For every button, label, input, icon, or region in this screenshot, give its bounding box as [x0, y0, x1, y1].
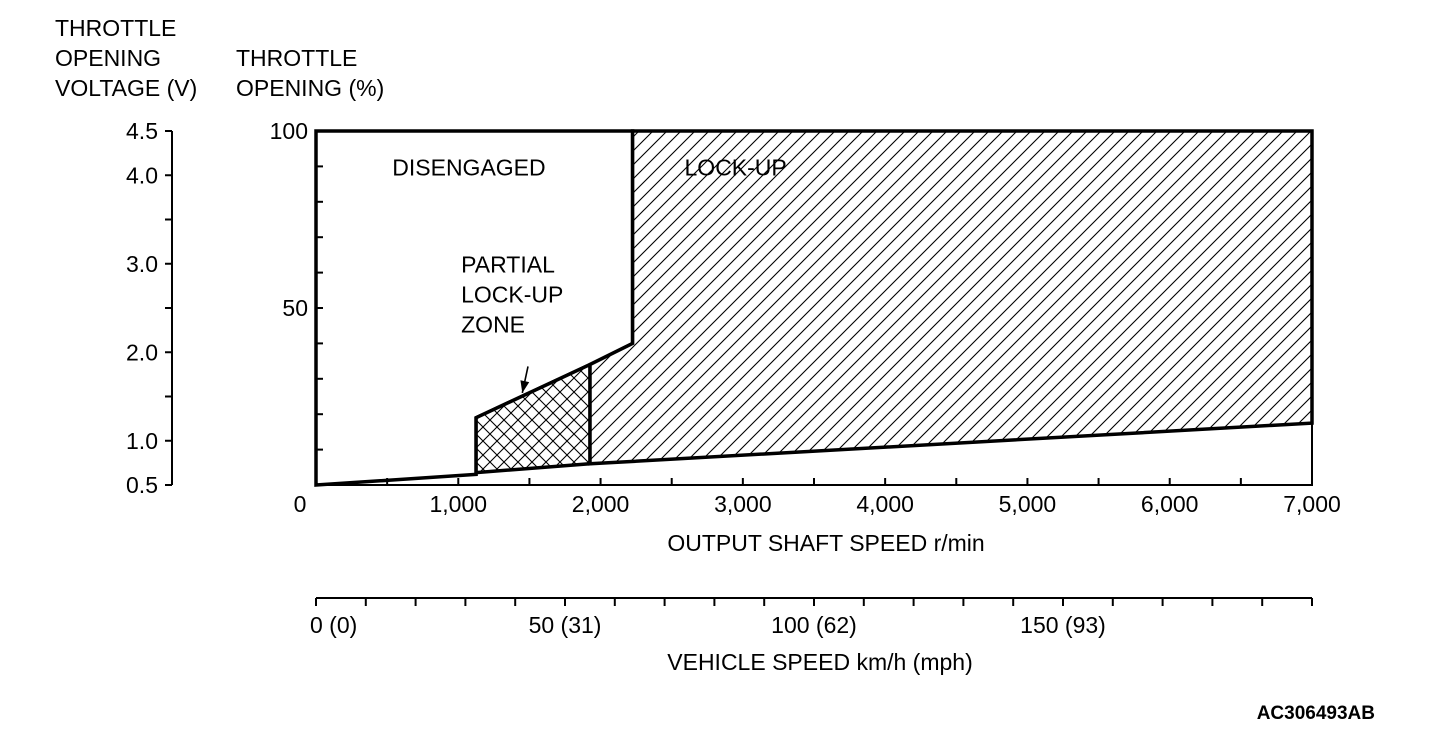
- vehicle-tick-label: 0 (0): [310, 612, 357, 638]
- throttle-axis: 100 50: [270, 118, 323, 451]
- voltage-tick-label: 3.0: [126, 251, 158, 277]
- left-axis-title-line: OPENING: [55, 45, 161, 71]
- left-axis-title-line: THROTTLE: [55, 15, 176, 41]
- throttle-tick-label: 50: [282, 295, 308, 321]
- y-axis-title: THROTTLE OPENING (%): [236, 45, 384, 101]
- region-lock-up: [588, 129, 1314, 466]
- voltage-tick-label: 2.0: [126, 339, 158, 365]
- y-axis-title-line: OPENING (%): [236, 75, 384, 101]
- region-label: LOCK-UP: [461, 282, 563, 308]
- voltage-tick-label: 0.5: [126, 472, 158, 498]
- voltage-tick-label: 1.0: [126, 428, 158, 454]
- speed-tick-label: 1,000: [430, 491, 488, 517]
- region-label: ZONE: [461, 312, 525, 338]
- vehicle-axis-title: VEHICLE SPEED km/h (mph): [667, 649, 972, 675]
- region-labels: DISENGAGED LOCK-UP PARTIAL LOCK-UP ZONE: [392, 154, 787, 337]
- speed-tick-label: 3,000: [714, 491, 772, 517]
- region-label: PARTIAL: [461, 252, 555, 278]
- vehicle-tick-label: 150 (93): [1020, 612, 1106, 638]
- y-axis-title-line: THROTTLE: [236, 45, 357, 71]
- voltage-tick-label: 4.5: [126, 118, 158, 144]
- voltage-tick-label: 4.0: [126, 162, 158, 188]
- speed-tick-label: 6,000: [1141, 491, 1199, 517]
- speed-tick-label: 4,000: [856, 491, 914, 517]
- speed-tick-label: 2,000: [572, 491, 630, 517]
- left-axis-title: THROTTLE OPENING VOLTAGE (V): [55, 15, 197, 101]
- vehicle-tick-label: 100 (62): [771, 612, 857, 638]
- speed-tick-label: 0: [294, 491, 307, 517]
- throttle-tick-label: 100: [270, 118, 308, 144]
- partial-lockup-arrow: [520, 366, 530, 394]
- x-axis-title: OUTPUT SHAFT SPEED r/min: [667, 530, 984, 556]
- regions: [314, 129, 1314, 487]
- speed-tick-label: 7,000: [1283, 491, 1341, 517]
- vehicle-tick-label: 50 (31): [529, 612, 602, 638]
- arrow-head: [520, 380, 530, 393]
- region-label: DISENGAGED: [392, 154, 545, 180]
- region-partial-lock-up-zone: [474, 361, 592, 475]
- voltage-axis: 4.5 4.0 3.0 2.0 1.0 0.5: [126, 118, 173, 498]
- figure-code: AC306493AB: [1257, 703, 1375, 724]
- left-axis-title-line: VOLTAGE (V): [55, 75, 197, 101]
- speed-tick-label: 5,000: [999, 491, 1057, 517]
- output-shaft-speed-axis: 0 1,000 2,000 3,000 4,000 5,000 6,000 7,000: [294, 478, 1341, 517]
- region-label: LOCK-UP: [685, 154, 787, 180]
- vehicle-speed-axis: 0 (0) 50 (31) 100 (62) 150 (93): [310, 597, 1313, 638]
